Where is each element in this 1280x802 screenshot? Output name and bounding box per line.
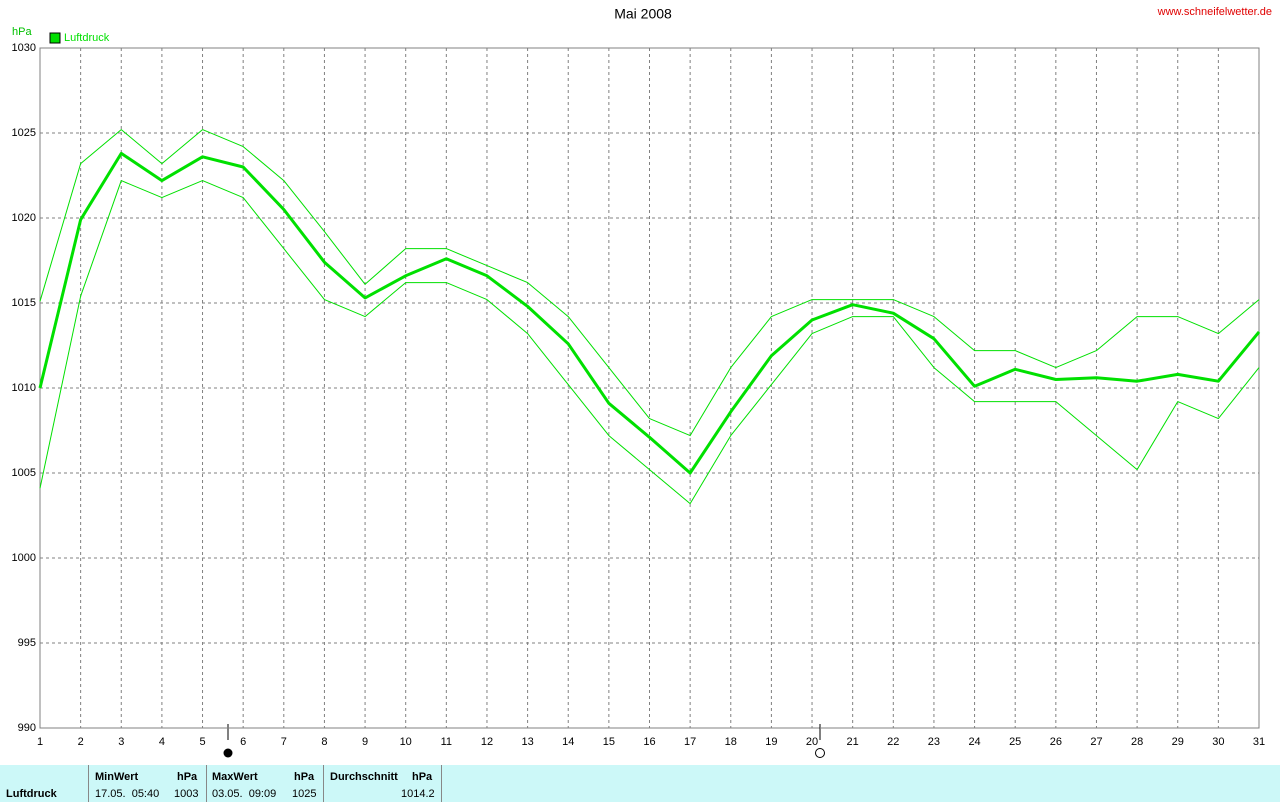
divider xyxy=(206,765,207,802)
x-tick-label: 10 xyxy=(400,736,412,748)
x-tick-label: 14 xyxy=(562,736,574,748)
x-tick-label: 9 xyxy=(362,736,368,748)
y-tick-label: 1005 xyxy=(12,467,36,479)
x-tick-label: 7 xyxy=(281,736,287,748)
x-tick-label: 2 xyxy=(78,736,84,748)
x-tick-label: 31 xyxy=(1253,736,1265,748)
x-tick-label: 3 xyxy=(118,736,124,748)
x-tick-label: 22 xyxy=(887,736,899,748)
moon-icon xyxy=(223,748,233,758)
y-tick-label: 1015 xyxy=(12,297,36,309)
x-tick-label: 24 xyxy=(968,736,980,748)
header: Durchschnitt xyxy=(330,771,398,783)
legend-label: Luftdruck xyxy=(64,32,110,44)
data-line xyxy=(38,151,1261,475)
x-tick-label: 15 xyxy=(603,736,615,748)
x-tick-label: 17 xyxy=(684,736,696,748)
x-tick-label: 8 xyxy=(321,736,327,748)
x-tick-label: 6 xyxy=(240,736,246,748)
y-tick-label: 1030 xyxy=(12,42,36,54)
x-tick-label: 1 xyxy=(37,736,43,748)
value: 1014.2 xyxy=(401,788,435,800)
y-axis-label: hPa xyxy=(12,26,32,38)
x-tick-label: 26 xyxy=(1050,736,1062,748)
unit: hPa xyxy=(412,771,433,783)
divider xyxy=(88,765,89,802)
legend-swatch xyxy=(49,32,61,44)
x-tick-label: 27 xyxy=(1090,736,1102,748)
x-tick-label: 19 xyxy=(765,736,777,748)
source: www.schneifelwetter.de xyxy=(1157,6,1272,18)
unit: hPa xyxy=(177,771,198,783)
x-tick-label: 21 xyxy=(847,736,859,748)
y-tick-label: 1000 xyxy=(12,552,36,564)
data-line xyxy=(39,129,1260,437)
time: 17.05. 05:40 xyxy=(95,788,160,800)
value: 1003 xyxy=(174,788,199,800)
data-line xyxy=(39,180,1260,505)
header: MaxWert xyxy=(212,771,258,783)
y-tick-label: 995 xyxy=(18,637,36,649)
x-tick-label: 16 xyxy=(643,736,655,748)
x-tick-label: 4 xyxy=(159,736,165,748)
x-tick-label: 18 xyxy=(725,736,737,748)
x-tick-label: 5 xyxy=(199,736,205,748)
y-tick-label: 1020 xyxy=(12,212,36,224)
y-tick-label: 1010 xyxy=(12,382,36,394)
header: MinWert xyxy=(95,771,139,783)
x-tick-label: 13 xyxy=(521,736,533,748)
x-tick-label: 11 xyxy=(441,736,452,748)
y-tick-label: 990 xyxy=(18,722,36,734)
divider xyxy=(441,765,442,802)
row-label: Luftdruck xyxy=(6,788,57,800)
x-tick-label: 23 xyxy=(928,736,940,748)
divider xyxy=(323,765,324,802)
stats-footer: Luftdruck MinWert hPa 17.05. 05:40 1003 … xyxy=(0,765,1280,802)
y-tick-label: 1025 xyxy=(12,127,36,139)
time: 03.05. 09:09 xyxy=(212,788,277,800)
x-tick-label: 30 xyxy=(1212,736,1224,748)
value: 1025 xyxy=(292,788,317,800)
x-tick-label: 29 xyxy=(1172,736,1184,748)
x-tick-label: 28 xyxy=(1131,736,1143,748)
x-tick-label: 25 xyxy=(1009,736,1021,748)
x-tick-label: 20 xyxy=(806,736,818,748)
x-tick-label: 12 xyxy=(481,736,493,748)
chart: Mai 2008 www.schneifelwetter.de hPa 990 9… xyxy=(12,6,1272,758)
chart-title: Mai 2008 xyxy=(614,6,672,22)
moon-icon xyxy=(815,748,825,758)
unit: hPa xyxy=(294,771,315,783)
